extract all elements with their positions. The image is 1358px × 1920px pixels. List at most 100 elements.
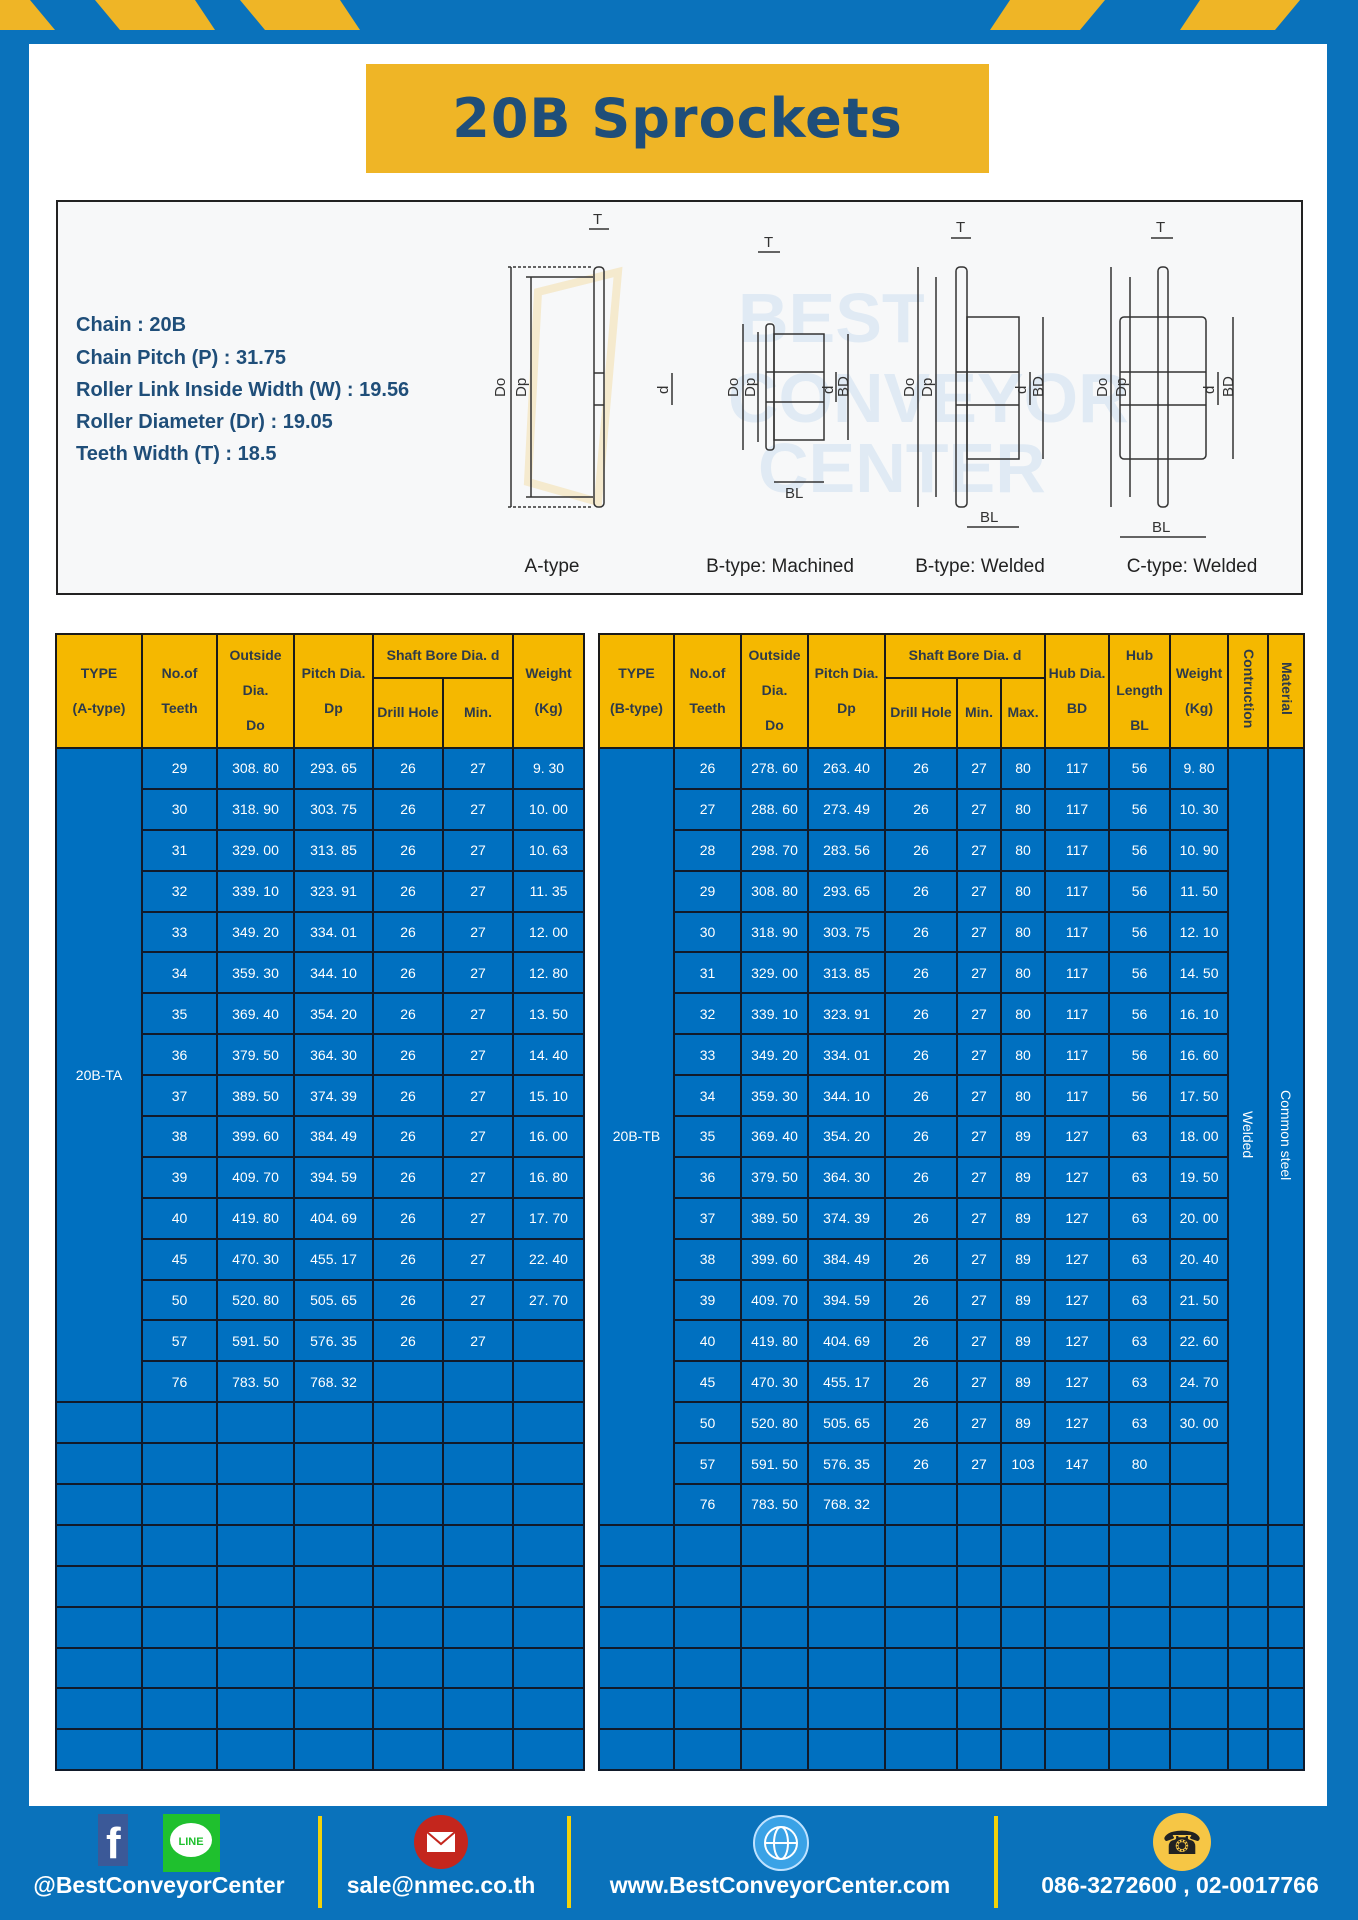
table-cell	[1169, 1646, 1230, 1690]
table-cell: 26	[884, 747, 958, 790]
table-cell	[141, 1605, 218, 1649]
table-cell: 26	[884, 1278, 958, 1322]
table-row: 35 369. 40 354. 20 26 27 13. 50	[56, 992, 586, 1036]
table-cell	[1044, 1687, 1111, 1731]
table-cell: 505. 65	[293, 1278, 374, 1322]
table-cell: 12. 10	[1169, 910, 1230, 954]
empty-cell	[598, 1646, 675, 1690]
table-cell: 273. 49	[807, 787, 886, 831]
table-cell	[441, 1564, 515, 1608]
table-cell: 323. 91	[807, 992, 886, 1036]
table-cell: 768. 32	[807, 1483, 886, 1526]
table-cell: 349. 20	[216, 910, 295, 954]
table-cell: 80	[999, 747, 1047, 790]
table-cell: 374. 39	[807, 1196, 886, 1240]
table-cell: 344. 10	[807, 1074, 886, 1118]
table-cell	[1169, 1483, 1230, 1526]
header-hub-length: Hub Length BL	[1108, 633, 1172, 749]
table-cell: 27	[441, 869, 515, 913]
table-cell	[512, 1442, 586, 1486]
social-handle-link[interactable]: @BestConveyorCenter	[33, 1872, 285, 1898]
construction-value: Welded	[1240, 1111, 1257, 1159]
table-cell	[293, 1523, 374, 1567]
table-cell: 26	[372, 910, 444, 954]
table-cell	[807, 1728, 886, 1772]
table-cell: 20. 00	[1169, 1196, 1230, 1240]
svg-text:f: f	[106, 1819, 121, 1866]
table-cell	[807, 1687, 886, 1731]
table-cell: 384. 49	[293, 1115, 374, 1158]
table-cell	[512, 1646, 586, 1690]
email-icon[interactable]	[413, 1814, 469, 1870]
table-cell	[216, 1483, 295, 1526]
label-t: T	[956, 219, 965, 236]
table-cell: 127	[1044, 1401, 1111, 1445]
table-cell: 26	[372, 747, 444, 790]
table-cell	[1044, 1605, 1111, 1649]
table-cell: 80	[999, 787, 1047, 831]
table-cell: 27	[956, 869, 1002, 913]
table-row	[55, 1442, 586, 1486]
table-cell: 103	[999, 1442, 1047, 1486]
line-icon[interactable]: LINE	[163, 1814, 223, 1872]
table-cell: 27	[956, 828, 1002, 872]
table-cell	[956, 1646, 1002, 1690]
table-cell: 26	[884, 1442, 958, 1486]
empty-cell	[1227, 1687, 1270, 1731]
table-cell	[293, 1646, 374, 1690]
facebook-icon[interactable]: f	[98, 1814, 198, 1866]
table-cell: 26	[884, 1074, 958, 1118]
table-cell: 89	[999, 1401, 1047, 1445]
table-cell	[216, 1564, 295, 1608]
table-cell: 455. 17	[807, 1360, 886, 1404]
table-cell	[141, 1483, 218, 1526]
table-cell	[740, 1687, 809, 1731]
table-cell: 17. 70	[512, 1196, 586, 1240]
construction-cell: Welded	[1227, 747, 1270, 1526]
table-cell: 56	[1108, 951, 1172, 995]
table-cell: 13. 50	[512, 992, 586, 1036]
table-cell	[141, 1442, 218, 1486]
empty-cell	[55, 1728, 143, 1772]
header-material: Material	[1267, 633, 1306, 749]
table-row	[55, 1523, 586, 1567]
table-cell: 80	[999, 828, 1047, 872]
empty-cell	[1227, 1728, 1270, 1772]
table-cell: 399. 60	[216, 1115, 295, 1158]
table-cell	[293, 1687, 374, 1731]
table-cell: 26	[884, 910, 958, 954]
table-cell: 56	[1108, 1033, 1172, 1077]
table-cell: 27	[673, 787, 742, 831]
table-cell: 27	[956, 1442, 1002, 1486]
table-cell: 31	[673, 951, 742, 995]
table-cell: 39	[673, 1278, 742, 1322]
phone-numbers[interactable]: 086-3272600 , 02-0017766	[1041, 1872, 1319, 1898]
table-cell: 27. 70	[512, 1278, 586, 1322]
table-cell	[956, 1564, 1002, 1608]
table-cell: 354. 20	[293, 992, 374, 1036]
caption-b-type-machined: B-type: Machined	[706, 556, 854, 577]
table-cell: 127	[1044, 1115, 1111, 1158]
table-cell: 27	[441, 910, 515, 954]
label-dp: Dp	[742, 378, 759, 397]
table-cell: 27	[956, 787, 1002, 831]
phone-icon[interactable]: ☎	[1152, 1812, 1212, 1872]
table-row	[55, 1483, 586, 1526]
globe-icon[interactable]	[752, 1814, 810, 1872]
website-link[interactable]: www.BestConveyorCenter.com	[609, 1872, 951, 1898]
header-pitch-dia: Pitch Dia. Dp	[807, 633, 886, 749]
table-cell: 27	[956, 1033, 1002, 1077]
table-cell	[1108, 1523, 1172, 1567]
table-cell: 127	[1044, 1278, 1111, 1322]
table-cell	[141, 1687, 218, 1731]
table-cell: 34	[673, 1074, 742, 1118]
table-cell	[293, 1564, 374, 1608]
table-cell	[1108, 1728, 1172, 1772]
table-cell	[441, 1687, 515, 1731]
table-row: 36 379. 50 364. 30 26 27 89 127 63 19. 50	[599, 1155, 1304, 1199]
email-link[interactable]: sale@nmec.co.th	[346, 1872, 536, 1898]
table-cell	[673, 1523, 742, 1567]
table-cell	[512, 1728, 586, 1772]
table-cell: 359. 30	[740, 1074, 809, 1118]
table-cell	[372, 1728, 444, 1772]
